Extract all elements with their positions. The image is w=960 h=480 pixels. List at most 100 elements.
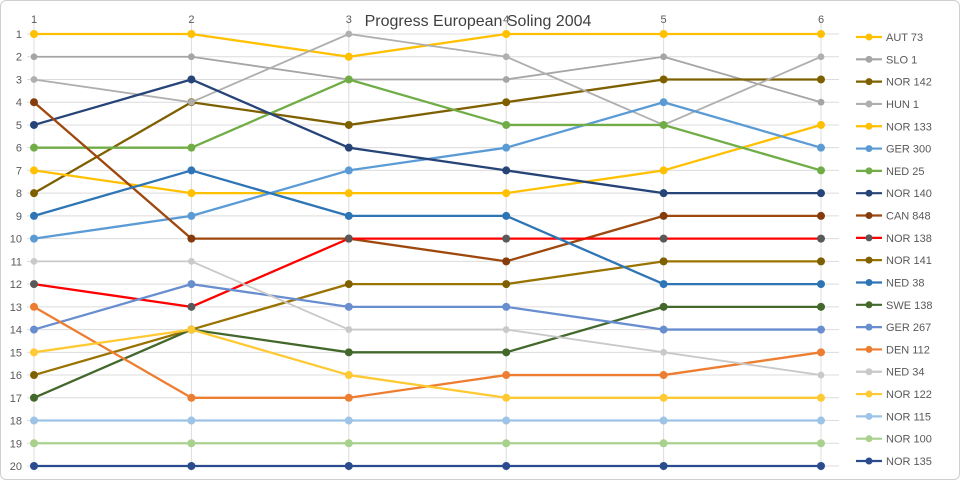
data-point-nor-140 [344,143,353,152]
legend-label: AUT 73 [886,32,923,44]
legend-marker-icon [865,55,873,63]
y-tick-label: 17 [10,393,22,405]
data-point-nor-138 [659,234,668,243]
data-point-can-848 [817,211,825,220]
x-tick-label: 1 [31,14,37,26]
data-point-nor-115 [30,416,38,425]
series-can-848 [30,98,825,266]
series-nor-140 [30,75,825,198]
chart-gridlines [27,21,839,471]
data-point-swe-138 [659,302,668,311]
legend-item-ned-38: NED 38 [856,277,925,289]
legend-item-nor-140: NOR 140 [856,188,932,200]
data-point-ned-25 [659,120,668,129]
data-point-nor-141 [344,280,353,289]
data-point-ned-38 [817,280,825,289]
legend-item-nor-100: NOR 100 [856,434,932,446]
data-point-hun-1 [345,30,353,38]
data-point-hun-1 [188,98,195,106]
data-point-nor-135 [817,462,825,470]
legend-label: GER 267 [886,322,931,334]
chart-legend: AUT 73 SLO 1 NOR 142 HUN 1 NOR 133 GER 300 NED… [856,32,932,468]
data-point-nor-122 [30,348,38,357]
data-point-nor-115 [817,416,825,425]
y-tick-label: 10 [10,234,22,246]
data-point-nor-133 [659,166,668,175]
data-point-nor-100 [502,439,511,448]
data-point-ned-38 [502,211,511,220]
series-nor-115 [30,416,825,425]
data-point-nor-140 [30,120,38,129]
legend-item-nor-122: NOR 122 [856,389,932,401]
legend-marker-icon [865,345,873,353]
data-point-den-112 [187,393,196,402]
legend-label: NOR 141 [886,255,932,267]
y-tick-label: 7 [16,165,22,177]
legend-label: NED 34 [886,367,925,379]
data-point-ger-267 [187,280,196,289]
y-tick-label: 19 [10,438,22,450]
series-nor-142 [30,75,825,198]
legend-marker-icon [865,212,873,220]
x-axis-tick-labels: 1 2 3 4 5 6 [31,14,824,26]
series-nor-122 [30,325,825,402]
data-point-ned-34 [660,348,667,356]
legend-label: NED 25 [886,166,925,178]
legend-item-ned-34: NED 34 [856,367,925,379]
legend-item-nor-115: NOR 115 [856,411,931,423]
data-point-nor-133 [502,189,511,198]
legend-marker-icon [865,368,873,376]
legend-label: NOR 115 [886,411,931,423]
y-tick-label: 18 [10,416,22,428]
y-tick-label: 9 [16,211,22,223]
data-point-aut-73 [502,30,511,38]
data-point-swe-138 [30,393,38,402]
data-point-ned-34 [30,257,38,265]
y-tick-label: 4 [16,97,22,109]
data-point-ned-38 [659,280,668,289]
series-ned-25 [30,75,825,175]
data-point-nor-138 [344,234,353,243]
legend-item-nor-135: NOR 135 [856,456,932,468]
legend-label: SLO 1 [886,54,917,66]
data-point-ned-38 [187,166,196,175]
legend-label: NOR 122 [886,389,932,401]
data-point-nor-122 [344,371,353,380]
series-nor-141 [30,257,825,380]
data-point-ned-25 [187,143,196,152]
data-point-nor-142 [659,75,668,84]
legend-label: NOR 133 [886,121,932,133]
y-tick-label: 2 [16,52,22,64]
data-point-aut-73 [187,30,196,38]
series-ned-34 [30,257,825,379]
data-point-nor-138 [187,302,196,311]
legend-label: DEN 112 [886,344,930,356]
data-point-aut-73 [659,30,668,38]
legend-item-nor-133: NOR 133 [856,121,932,133]
x-tick-label: 4 [503,14,509,26]
legend-item-can-848: CAN 848 [856,211,931,223]
legend-item-aut-73: AUT 73 [856,32,923,44]
data-point-swe-138 [344,348,353,357]
legend-marker-icon [865,189,873,197]
legend-item-ger-300: GER 300 [856,144,931,156]
data-point-slo-1 [817,98,825,106]
data-point-swe-138 [817,302,825,311]
data-point-den-112 [817,348,825,357]
x-tick-label: 3 [346,14,352,26]
data-point-ger-300 [30,234,38,243]
data-point-nor-142 [344,120,353,129]
data-point-nor-142 [817,75,825,84]
data-point-ned-34 [345,326,353,333]
data-point-ger-267 [659,325,668,334]
data-point-ned-25 [502,120,511,129]
data-point-ger-300 [659,98,668,107]
x-tick-label: 5 [661,14,667,26]
data-point-nor-122 [659,393,668,402]
data-point-ger-300 [187,211,196,220]
data-point-ned-34 [502,326,510,333]
data-point-nor-100 [30,439,38,448]
data-point-nor-141 [659,257,668,266]
data-point-nor-115 [502,416,511,425]
